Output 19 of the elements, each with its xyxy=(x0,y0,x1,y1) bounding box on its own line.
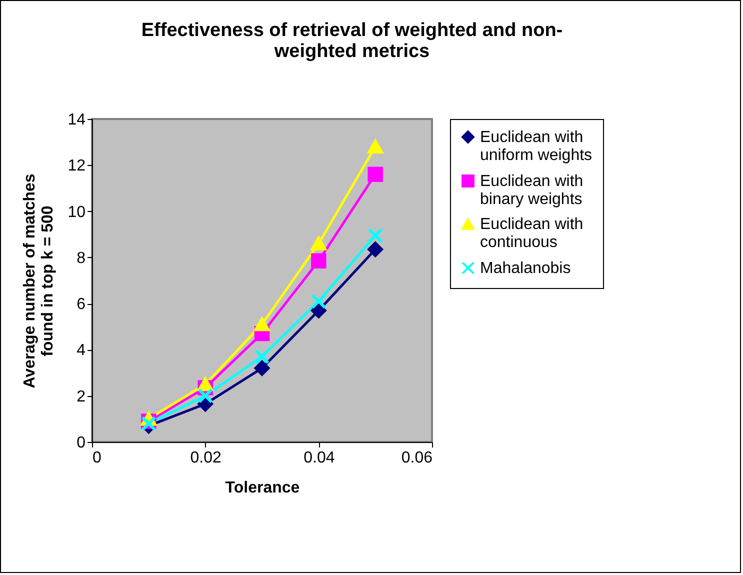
legend-label: Euclidean with continuous xyxy=(480,216,584,251)
y-tick-label: 4 xyxy=(76,342,86,360)
y-tick-label: 12 xyxy=(68,158,86,175)
x-tick-label: 0.02 xyxy=(190,450,222,466)
legend-label: Euclidean with uniform weights xyxy=(480,129,592,164)
y-tick-label: 6 xyxy=(76,296,86,314)
y-tick-label: 10 xyxy=(68,204,86,221)
x-axis-title: Tolerance xyxy=(225,480,300,496)
chart-title: Effectiveness of retrieval of weighted and non-weighted metrics xyxy=(141,20,563,62)
y-tick-label: 0 xyxy=(76,434,86,452)
y-tick-label: 2 xyxy=(76,388,86,406)
legend-label: Euclidean with binary weights xyxy=(480,173,584,208)
y-tick-label: 14 xyxy=(68,112,86,128)
legend-label: Mahalanobis xyxy=(480,260,571,277)
x-tick-label: 0.04 xyxy=(304,450,335,466)
x-tick-label: 0 xyxy=(92,450,102,466)
x-tick-label: 0.06 xyxy=(401,450,433,466)
y-tick-label: 8 xyxy=(76,250,86,267)
y-axis-title: Average number of matches found in top k = 500 xyxy=(22,174,57,388)
